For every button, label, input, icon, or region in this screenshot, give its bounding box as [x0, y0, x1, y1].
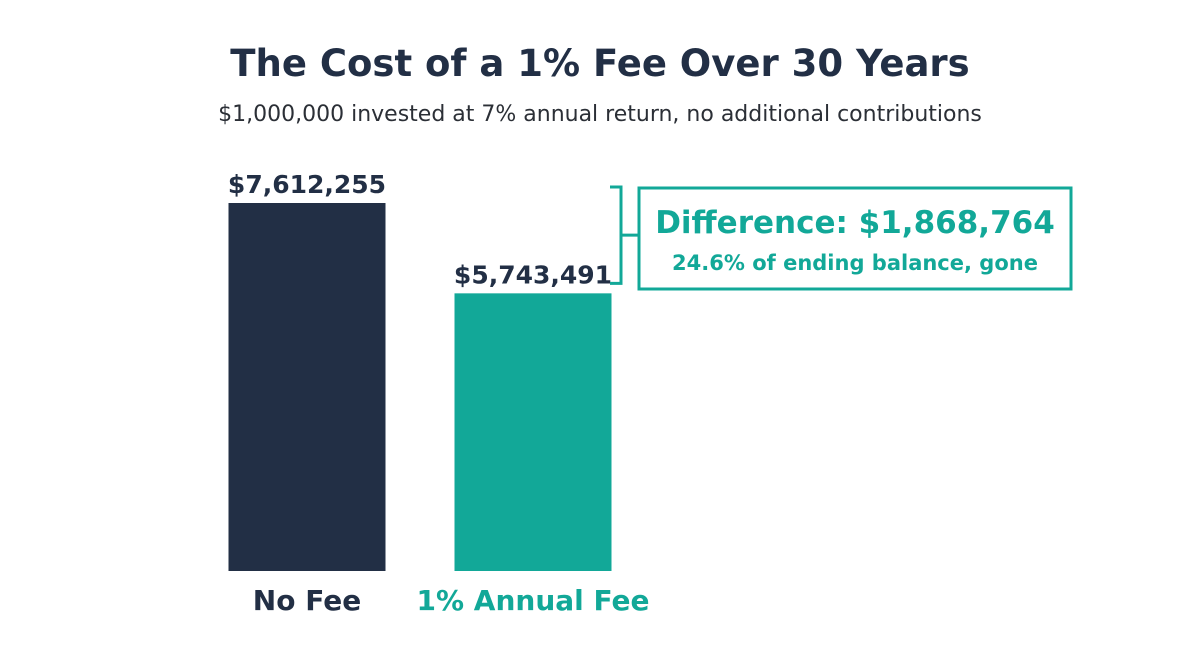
chart-subtitle: $1,000,000 invested at 7% annual return,… [218, 102, 982, 127]
chart-title: The Cost of a 1% Fee Over 30 Years [230, 42, 969, 85]
category-label: No Fee [253, 584, 361, 617]
callout-headline: Difference: $1,868,764 [655, 205, 1055, 241]
callout-bracket [610, 185, 639, 285]
callout-box [637, 186, 1073, 291]
callout-detail: 24.6% of ending balance, gone [672, 251, 1038, 275]
bar-no-fee [228, 203, 386, 571]
difference-callout: Difference: $1,868,764 24.6% of ending b… [610, 185, 1073, 291]
bar-value-label: $5,743,491 [454, 260, 612, 289]
bar-value-label: $7,612,255 [228, 170, 386, 199]
bar-annual-fee [454, 293, 612, 571]
bar-group: $7,612,255 No Fee $5,743,491 1% Annual Fee [228, 170, 650, 617]
category-label: 1% Annual Fee [417, 584, 650, 617]
